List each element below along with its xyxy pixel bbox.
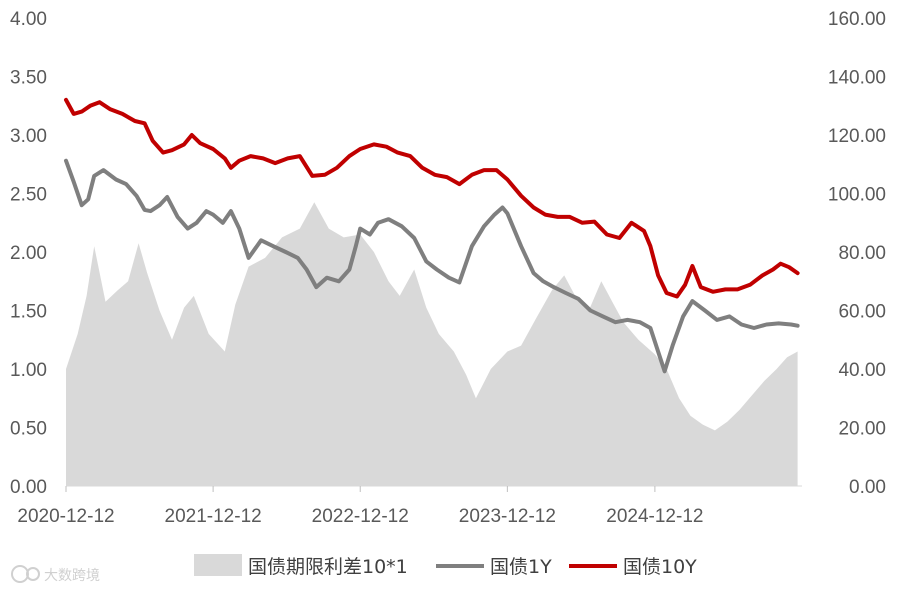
y-right-tick-label: 140.00 — [828, 68, 886, 89]
x-tick-label: 2021-12-12 — [165, 506, 262, 527]
legend-label: 国债1Y — [490, 556, 552, 578]
y-right-tick-label: 100.00 — [828, 185, 886, 206]
watermark: 大数跨境 — [11, 565, 100, 584]
x-tick-label: 2020-12-12 — [17, 506, 114, 527]
x-tick-label: 2024-12-12 — [606, 506, 703, 527]
legend-item: 国债期限利差10*1 — [194, 554, 408, 578]
y-left-tick-label: 0.50 — [10, 419, 47, 440]
y-right-tick-label: 40.00 — [838, 360, 886, 381]
y-right-tick-label: 160.00 — [828, 9, 886, 30]
y-left-tick-label: 2.50 — [10, 185, 47, 206]
legend-item: 国债1Y — [436, 556, 552, 578]
y-left-tick-label: 1.00 — [10, 360, 47, 381]
legend-label: 国债10Y — [623, 556, 697, 578]
y-left-tick-label: 4.00 — [10, 9, 47, 30]
watermark-text: 大数跨境 — [44, 568, 100, 584]
watermark-logo-icon — [11, 565, 40, 583]
x-axis: 2020-12-12 2021-12-12 2022-12-12 2023-12-12… — [17, 485, 802, 527]
plot-area — [64, 97, 800, 487]
x-tick-label: 2023-12-12 — [459, 506, 556, 527]
y-right-tick-label: 80.00 — [838, 243, 886, 264]
series-line-10y — [64, 97, 800, 299]
y-right-tick-label: 60.00 — [838, 302, 886, 323]
legend-swatch — [194, 554, 242, 576]
y-right-tick-label: 20.00 — [838, 419, 886, 440]
legend-label: 国债期限利差10*1 — [248, 556, 408, 578]
legend: 国债期限利差10*1 国债1Y 国债10Y — [194, 554, 697, 578]
y-axis-left: 0.00 0.50 1.00 1.50 2.00 2.50 3.00 3.50 4.00 — [10, 9, 47, 498]
series-area-spread — [66, 202, 798, 487]
y-axis-right: 0.00 20.00 40.00 60.00 80.00 100.00 120.00 140.… — [828, 9, 886, 498]
y-left-tick-label: 2.00 — [10, 243, 47, 264]
series-line-1y — [64, 158, 800, 374]
y-left-tick-label: 1.50 — [10, 302, 47, 323]
x-tick-label: 2022-12-12 — [312, 506, 409, 527]
y-left-tick-label: 3.50 — [10, 68, 47, 89]
legend-item: 国债10Y — [569, 556, 697, 578]
y-right-tick-label: 0.00 — [849, 477, 886, 498]
y-left-tick-label: 0.00 — [10, 477, 47, 498]
y-right-tick-label: 120.00 — [828, 126, 886, 147]
y-left-tick-label: 3.00 — [10, 126, 47, 147]
